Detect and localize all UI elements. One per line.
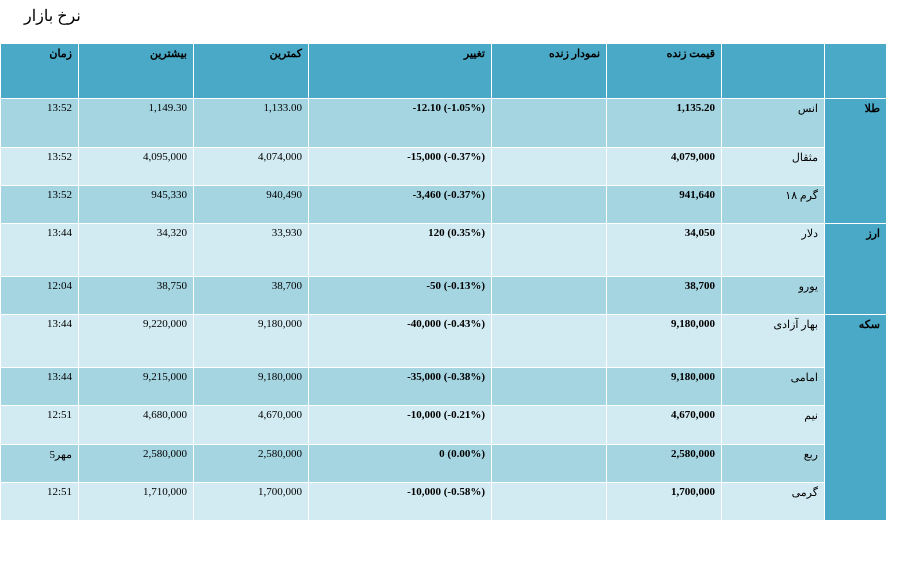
item-name-cell: بهار آزادی <box>721 314 825 368</box>
price-cell: 1,700,000 <box>606 482 722 521</box>
time-cell: 13:52 <box>0 147 79 186</box>
time-cell: 13:52 <box>0 98 79 148</box>
price-cell: 9,180,000 <box>606 367 722 406</box>
item-name-cell: گرمی <box>721 482 825 521</box>
high-cell: 1,710,000 <box>78 482 194 521</box>
table-row: 13:44 9,215,000 9,180,000 -35,000 (-0.38… <box>0 367 887 406</box>
chart-cell <box>491 276 607 315</box>
low-cell: 9,180,000 <box>193 367 309 406</box>
table-row: 12:51 1,710,000 1,700,000 -10,000 (-0.58… <box>0 482 887 521</box>
high-cell: 4,680,000 <box>78 405 194 445</box>
price-cell: 2,580,000 <box>606 444 722 483</box>
high-cell: 9,215,000 <box>78 367 194 406</box>
item-name-cell: دلار <box>721 223 825 277</box>
header-change: تغییر <box>308 43 492 99</box>
change-cell: 0 (0.00%) <box>308 444 492 483</box>
header-category <box>824 43 887 99</box>
chart-cell <box>491 444 607 483</box>
low-cell: 4,670,000 <box>193 405 309 445</box>
header-row: زمان بیشترین کمترین تغییر نمودار زنده قی… <box>0 43 887 99</box>
time-cell: 5مهر <box>0 444 79 483</box>
chart-cell <box>491 223 607 277</box>
time-cell: 13:44 <box>0 223 79 277</box>
low-cell: 1,133.00 <box>193 98 309 148</box>
change-cell: -10,000 (-0.58%) <box>308 482 492 521</box>
item-name-cell: گرم ۱۸ <box>721 185 825 224</box>
chart-cell <box>491 405 607 445</box>
change-cell: -40,000 (-0.43%) <box>308 314 492 368</box>
high-cell: 9,220,000 <box>78 314 194 368</box>
change-cell: -3,460 (-0.37%) <box>308 185 492 224</box>
high-cell: 945,330 <box>78 185 194 224</box>
price-cell: 34,050 <box>606 223 722 277</box>
high-cell: 34,320 <box>78 223 194 277</box>
high-cell: 38,750 <box>78 276 194 315</box>
header-live-price: قیمت زنده <box>606 43 722 99</box>
low-cell: 9,180,000 <box>193 314 309 368</box>
high-cell: 2,580,000 <box>78 444 194 483</box>
time-cell: 13:44 <box>0 314 79 368</box>
header-live-chart: نمودار زنده <box>491 43 607 99</box>
time-cell: 13:52 <box>0 185 79 224</box>
table-row: 13:44 34,320 33,930 120 (0.35%) 34,050 د… <box>0 223 887 315</box>
low-cell: 38,700 <box>193 276 309 315</box>
low-cell: 1,700,000 <box>193 482 309 521</box>
chart-cell <box>491 147 607 186</box>
change-cell: -50 (-0.13%) <box>308 276 492 315</box>
price-cell: 4,670,000 <box>606 405 722 445</box>
high-cell: 1,149.30 <box>78 98 194 148</box>
price-cell: 9,180,000 <box>606 314 722 368</box>
chart-cell <box>491 314 607 368</box>
category-coin: سکه <box>824 314 887 521</box>
chart-cell <box>491 367 607 406</box>
item-name-cell: یورو <box>721 276 825 315</box>
change-cell: -35,000 (-0.38%) <box>308 367 492 406</box>
time-cell: 13:44 <box>0 367 79 406</box>
chart-cell <box>491 482 607 521</box>
price-cell: 941,640 <box>606 185 722 224</box>
change-cell: -10,000 (-0.21%) <box>308 405 492 445</box>
chart-cell <box>491 185 607 224</box>
time-cell: 12:51 <box>0 405 79 445</box>
header-time: زمان <box>0 43 79 99</box>
item-name-cell: ربع <box>721 444 825 483</box>
item-name-cell: امامی <box>721 367 825 406</box>
category-gold: طلا <box>824 98 887 224</box>
table-row: 12:51 4,680,000 4,670,000 -10,000 (-0.21… <box>0 405 887 445</box>
table-row: 12:04 38,750 38,700 -50 (-0.13%) 38,700 … <box>0 276 887 315</box>
low-cell: 2,580,000 <box>193 444 309 483</box>
item-name-cell: نیم <box>721 405 825 445</box>
table-row: 13:44 9,220,000 9,180,000 -40,000 (-0.43… <box>0 314 887 521</box>
page-title: نرخ بازار <box>24 8 81 25</box>
low-cell: 940,490 <box>193 185 309 224</box>
market-rates-table: زمان بیشترین کمترین تغییر نمودار زنده قی… <box>0 43 887 521</box>
change-cell: 120 (0.35%) <box>308 223 492 277</box>
low-cell: 33,930 <box>193 223 309 277</box>
item-name-cell: انس <box>721 98 825 148</box>
category-currency: ارز <box>824 223 887 315</box>
chart-cell <box>491 98 607 148</box>
time-cell: 12:04 <box>0 276 79 315</box>
header-low: کمترین <box>193 43 309 99</box>
time-cell: 12:51 <box>0 482 79 521</box>
low-cell: 4,074,000 <box>193 147 309 186</box>
item-name-cell: مثقال <box>721 147 825 186</box>
header-name <box>721 43 825 99</box>
change-cell: -12.10 (-1.05%) <box>308 98 492 148</box>
header-high: بیشترین <box>78 43 194 99</box>
price-cell: 38,700 <box>606 276 722 315</box>
change-cell: -15,000 (-0.37%) <box>308 147 492 186</box>
high-cell: 4,095,000 <box>78 147 194 186</box>
table-row: 13:52 1,149.30 1,133.00 -12.10 (-1.05%) … <box>0 98 887 224</box>
price-cell: 4,079,000 <box>606 147 722 186</box>
table-row: 13:52 4,095,000 4,074,000 -15,000 (-0.37… <box>0 147 887 186</box>
table-row: 5مهر 2,580,000 2,580,000 0 (0.00%) 2,580… <box>0 444 887 483</box>
table-row: 13:52 945,330 940,490 -3,460 (-0.37%) 94… <box>0 185 887 224</box>
price-cell: 1,135.20 <box>606 98 722 148</box>
